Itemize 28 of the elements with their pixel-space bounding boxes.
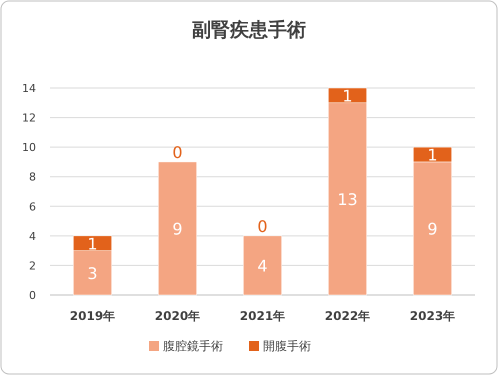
data-label: 0	[257, 216, 268, 236]
x-tick-label: 2021年	[240, 309, 286, 323]
data-label: 0	[172, 142, 183, 162]
y-tick-label: 6	[29, 200, 36, 214]
data-label: 13	[337, 190, 358, 209]
data-label: 9	[427, 219, 438, 238]
chart-title: 副腎疾患手術	[192, 19, 306, 41]
y-tick-label: 0	[29, 289, 36, 302]
data-label: 1	[427, 146, 438, 165]
data-label: 1	[342, 86, 353, 106]
data-label: 4	[257, 256, 268, 276]
bar	[243, 236, 282, 296]
x-tick-label: 2019年	[70, 309, 116, 323]
x-tick-label: 2023年	[410, 309, 456, 323]
legend-label: 開腹手術	[263, 339, 311, 353]
y-tick-label: 10	[22, 141, 36, 154]
y-tick-label: 2	[29, 259, 36, 272]
legend-label: 腹腔鏡手術	[163, 339, 223, 353]
y-tick-label: 8	[29, 170, 36, 184]
data-label: 1	[87, 234, 98, 254]
data-label: 9	[172, 219, 183, 238]
x-tick-label: 2020年	[154, 309, 200, 323]
data-label: 3	[87, 264, 98, 283]
x-tick-label: 2022年	[324, 309, 370, 323]
y-tick-label: 12	[22, 112, 36, 125]
y-tick-label: 14	[22, 82, 36, 95]
y-tick-label: 4	[29, 230, 36, 243]
bar	[158, 162, 197, 296]
